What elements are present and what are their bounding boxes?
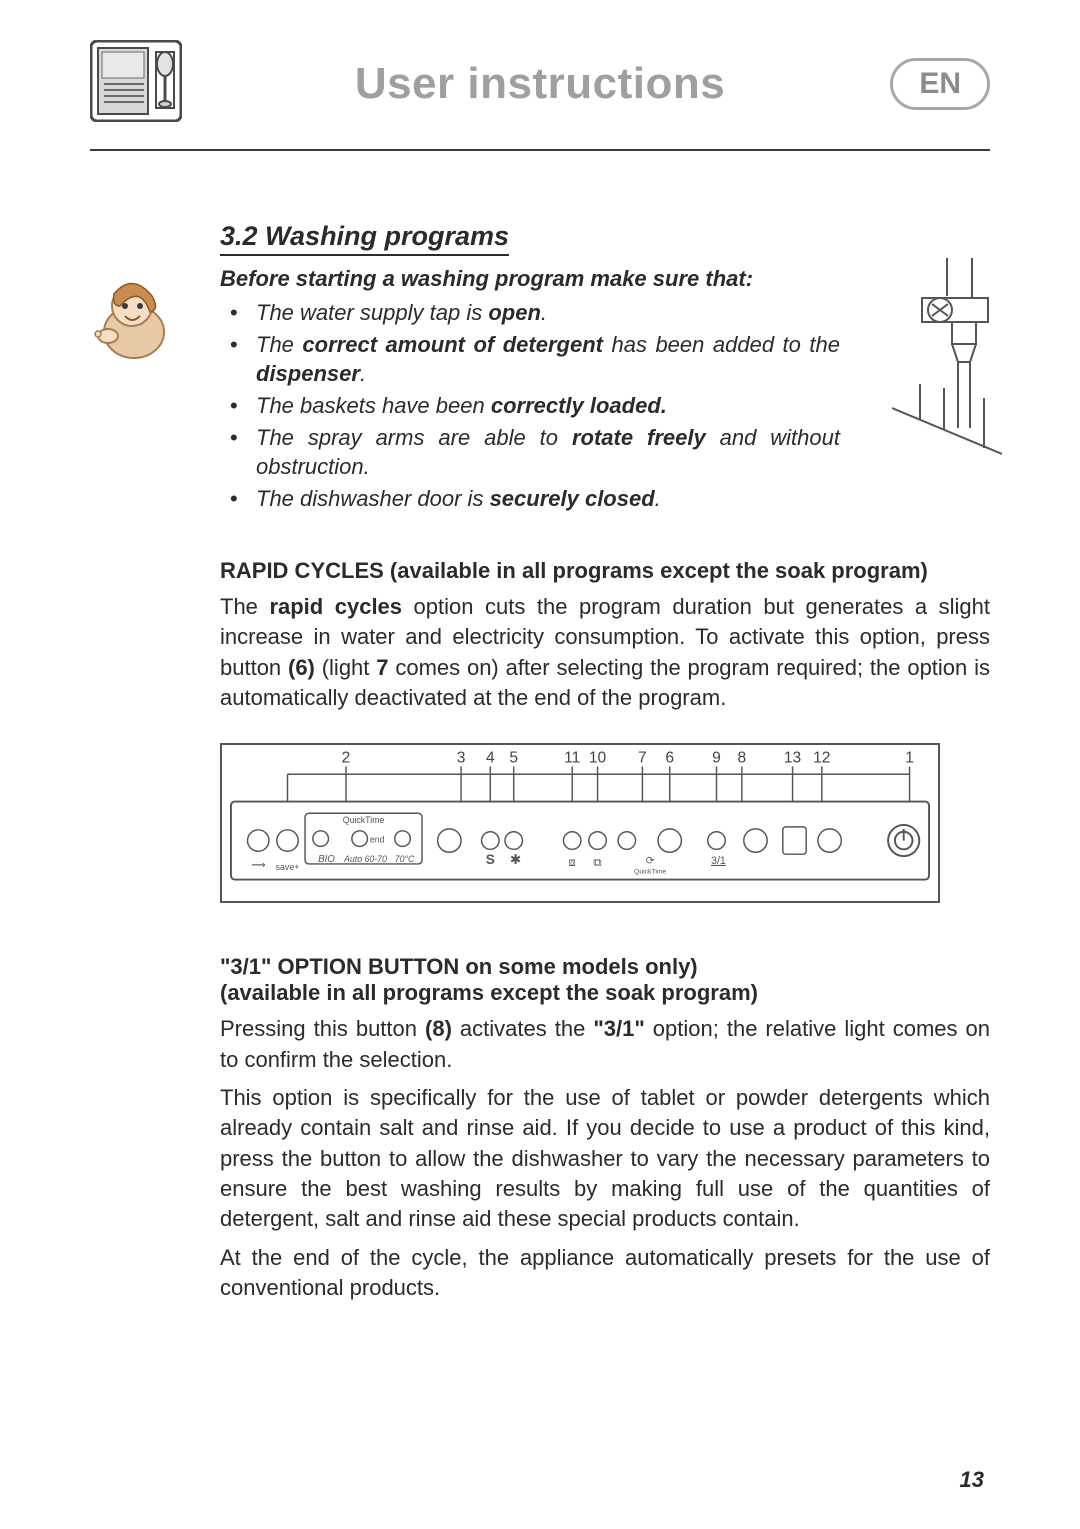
text-bold: (8) [425, 1016, 452, 1041]
panel-label: 70°C [395, 854, 415, 864]
text-bold: open [488, 300, 541, 325]
text-bold: "3/1" [593, 1016, 644, 1041]
text: The water supply tap is [256, 300, 488, 325]
panel-label: BIO [318, 854, 335, 865]
heading-line: "3/1" OPTION BUTTON on some models only) [220, 954, 698, 979]
text: The [220, 594, 269, 619]
text: (light [315, 655, 376, 680]
text: The spray arms are able to [256, 425, 572, 450]
text: The [256, 332, 302, 357]
rapid-paragraph: The rapid cycles option cuts the program… [220, 592, 990, 713]
panel-label: QuickTime [634, 869, 667, 876]
svg-text:⟳: ⟳ [646, 855, 655, 867]
text: activates the [452, 1016, 593, 1041]
header: User instructions EN [90, 40, 990, 139]
panel-label: end [370, 835, 385, 845]
svg-text:⧉: ⧉ [593, 856, 602, 869]
panel-label: 3/1 [711, 855, 726, 867]
checklist: The water supply tap is open. The correc… [220, 298, 840, 514]
page: User instructions EN 3.2 Washing program… [0, 0, 1080, 1529]
svg-text:✱: ✱ [510, 852, 521, 867]
panel-num: 4 [486, 750, 495, 767]
section-title: 3.2 Washing programs [220, 221, 509, 256]
panel-num: 2 [342, 750, 351, 767]
panel-num: 11 [564, 750, 580, 767]
text-bold: correct amount of detergent [302, 332, 603, 357]
panel-label: Auto 60-70 [343, 854, 387, 864]
lang-badge-slot: EN [880, 58, 990, 110]
rapid-heading: RAPID CYCLES (available in all programs … [220, 558, 990, 584]
three-one-p2: This option is specifically for the use … [220, 1083, 990, 1235]
panel-num: 9 [712, 750, 721, 767]
svg-text:⧈: ⧈ [568, 856, 575, 869]
panel-num: 10 [589, 750, 607, 767]
text: . [655, 486, 661, 511]
text-bold: correctly loaded. [491, 393, 667, 418]
svg-text:save+: save+ [276, 862, 300, 872]
three-one-heading: "3/1" OPTION BUTTON on some models only)… [220, 954, 990, 1006]
dishwasher-logo-icon [90, 40, 182, 122]
text-bold: 7 [376, 655, 388, 680]
panel-num: 7 [638, 750, 647, 767]
panel-num: 6 [665, 750, 674, 767]
mascot-icon [80, 276, 180, 366]
control-panel-diagram: 2 3 4 5 11 10 7 6 9 8 13 12 1 [220, 743, 940, 903]
text-bold: rotate freely [572, 425, 706, 450]
checklist-item: The correct amount of detergent has been… [220, 330, 840, 389]
svg-text:⟿: ⟿ [251, 860, 265, 871]
text: . [360, 361, 366, 386]
header-icon-slot [90, 40, 200, 127]
three-one-p1: Pressing this button (8) activates the "… [220, 1014, 990, 1075]
text-bold: rapid cycles [269, 594, 402, 619]
text-bold: securely closed [490, 486, 655, 511]
intro-block: Before starting a washing program make s… [220, 266, 990, 514]
panel-num: 3 [457, 750, 466, 767]
checklist-item: The dishwasher door is securely closed. [220, 484, 840, 514]
text: The dishwasher door is [256, 486, 490, 511]
panel-num: 13 [784, 750, 801, 767]
content: 3.2 Washing programs [90, 221, 990, 1303]
text: has been added to the [603, 332, 840, 357]
svg-text:S: S [486, 852, 495, 867]
panel-num: 8 [738, 750, 747, 767]
checklist-item: The water supply tap is open. [220, 298, 840, 328]
water-tap-icon [892, 258, 1002, 478]
three-one-p3: At the end of the cycle, the appliance a… [220, 1243, 990, 1304]
text: The baskets have been [256, 393, 491, 418]
page-title: User instructions [200, 59, 880, 109]
checklist-item: The spray arms are able to rotate freely… [220, 423, 840, 482]
intro-heading: Before starting a washing program make s… [220, 266, 990, 292]
text-bold: (6) [288, 655, 315, 680]
checklist-item: The baskets have been correctly loaded. [220, 391, 840, 421]
panel-num: 1 [905, 750, 914, 767]
page-number: 13 [960, 1467, 984, 1493]
text: Pressing this button [220, 1016, 425, 1041]
text-bold: dispenser [256, 361, 360, 386]
heading-line: (available in all programs except the so… [220, 980, 758, 1005]
panel-label: QuickTime [343, 815, 385, 825]
panel-num: 5 [509, 750, 518, 767]
panel-num: 12 [813, 750, 830, 767]
header-rule [90, 149, 990, 151]
text: . [541, 300, 547, 325]
lang-badge: EN [890, 58, 990, 110]
